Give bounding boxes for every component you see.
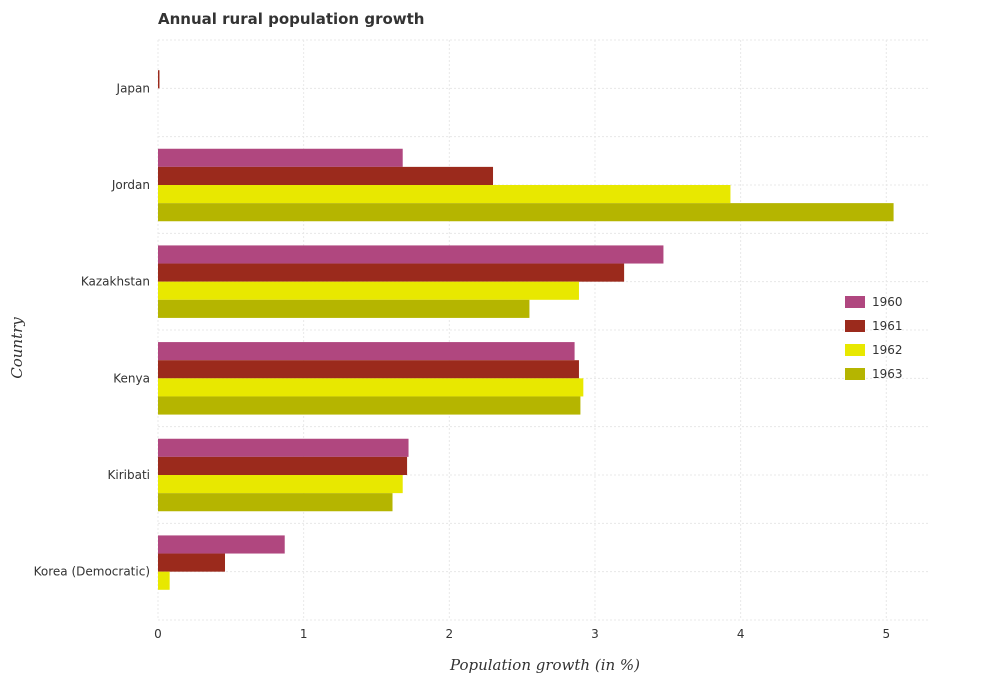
legend-swatch-1960 [845,296,865,308]
bar-kenya-1963 [158,396,581,415]
bar-jordan-1961 [158,166,494,185]
y-tick-label: Kenya [113,371,150,385]
legend: 1960 1961 1962 1963 [845,295,903,381]
legend-label-1960: 1960 [872,295,903,309]
bar-kazakhstan-1963 [158,299,530,318]
legend-label-1962: 1962 [872,343,903,357]
chart-title: Annual rural population growth [158,10,424,28]
legend-swatch-1961 [845,320,865,332]
bar-kiribati-1961 [158,456,408,475]
legend-swatch-1963 [845,368,865,380]
legend-label-1961: 1961 [872,319,903,333]
y-tick-label: Japan [116,81,150,95]
y-tick-label: Jordan [111,178,150,192]
x-tick-label: 4 [737,627,745,641]
bar-korea-democratic--1961 [158,553,226,572]
bar-kiribati-1962 [158,475,403,494]
bar-kiribati-1960 [158,438,409,457]
x-tick-label: 5 [882,627,890,641]
bar-kazakhstan-1960 [158,245,664,264]
bar-kenya-1962 [158,378,584,397]
y-tick-label: Korea (Democratic) [34,565,150,579]
bars [158,70,894,590]
y-tick-label: Kiribati [108,468,150,482]
x-tick-labels: 0 1 2 3 4 5 [154,627,890,641]
bar-kenya-1960 [158,342,575,361]
bar-kazakhstan-1962 [158,281,579,300]
bar-korea-democratic--1962 [158,571,170,590]
bar-jordan-1963 [158,203,894,222]
x-tick-label: 1 [300,627,308,641]
bar-kenya-1961 [158,360,579,379]
x-axis-label: Population growth (in %) [449,656,640,674]
legend-swatch-1962 [845,344,865,356]
bar-japan-1961 [158,70,160,89]
y-axis-label: Country [8,317,26,379]
x-tick-label: 0 [154,627,162,641]
bar-jordan-1962 [158,185,731,204]
y-tick-labels: Japan Jordan Kazakhstan Kenya Kiribati Korea … [34,81,150,578]
x-tick-label: 3 [591,627,599,641]
bar-kazakhstan-1961 [158,263,625,282]
legend-label-1963: 1963 [872,367,903,381]
bar-korea-democratic--1960 [158,535,285,554]
bar-kiribati-1963 [158,493,393,512]
x-tick-label: 2 [446,627,454,641]
grid [157,39,930,621]
y-tick-label: Kazakhstan [81,275,150,289]
bar-jordan-1960 [158,148,403,167]
